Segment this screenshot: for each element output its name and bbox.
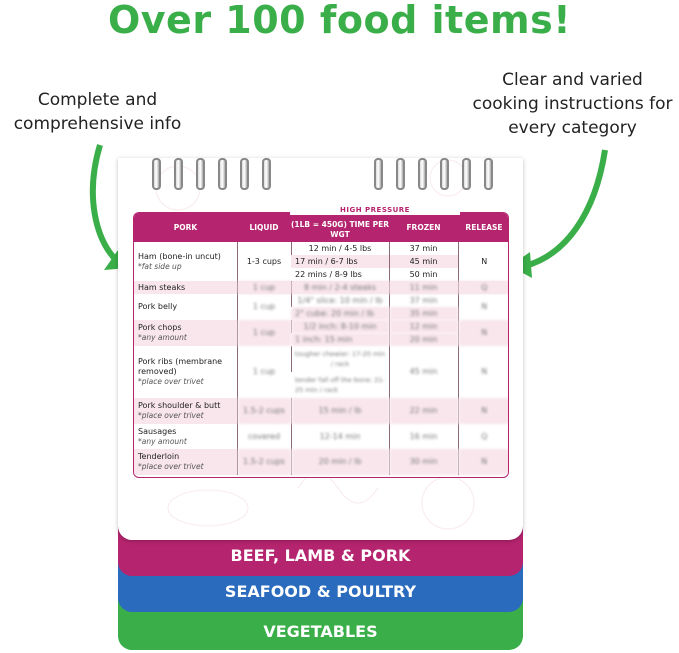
frozen: 11 min — [388, 281, 458, 294]
time: tougher chewier: 17-20 min / rack — [290, 346, 389, 372]
time: 8 min / 2-4 steaks — [290, 281, 389, 294]
liquid: 1.5-2 cups — [236, 398, 291, 424]
time: 1 inch: 15 min — [291, 333, 389, 346]
item-note: *place over trivet — [138, 411, 204, 420]
time: 15 min / lb — [290, 398, 389, 424]
item-name: Pork chops — [138, 323, 182, 332]
frozen: 16 min — [388, 424, 458, 449]
pork-cooking-table: PORK LIQUID (1LB = 450G) TIME PER WGT FR… — [133, 212, 509, 478]
liquid: 1 cup — [236, 320, 291, 346]
table-row: Pork chops *any amount 1 cup 1/2 inch: 8-… — [134, 320, 508, 346]
liquid: 1-3 cups — [236, 242, 291, 281]
item-note: *any amount — [138, 333, 187, 342]
table-row: Ham (bone-in uncut) *fat side up 1-3 cups… — [134, 242, 508, 281]
time: 20 min / lb — [290, 449, 389, 475]
frozen: 45 min — [388, 346, 458, 398]
time: tender fall off the bone: 21-25 min / ra… — [295, 376, 385, 394]
release: N — [457, 294, 508, 320]
header-frozen: FROZEN — [389, 213, 458, 242]
release: N — [457, 449, 508, 475]
item-name: Pork belly — [138, 302, 178, 311]
release: N — [457, 242, 508, 281]
header-time: (1LB = 450G) TIME PER WGT — [291, 213, 389, 242]
table-row: Tenderloin *place over trivet 1.5-2 cups … — [134, 449, 508, 475]
tab-label: BEEF, LAMB & PORK — [230, 546, 411, 565]
item-name: Pork ribs (membrane removed) — [138, 357, 223, 376]
item-note: *place over trivet — [138, 377, 204, 386]
liquid: 1 cup — [236, 281, 291, 294]
item-note: *any amount — [138, 436, 187, 446]
time: 1/2 inch: 8-10 min — [290, 320, 389, 333]
tab-label: SEAFOOD & POULTRY — [224, 582, 417, 601]
time: 17 min / 6-7 lbs — [291, 255, 389, 268]
table-header-row: PORK LIQUID (1LB = 450G) TIME PER WGT FR… — [134, 213, 508, 242]
liquid: covered — [236, 424, 291, 449]
frozen: 22 min — [388, 398, 458, 424]
frozen: 37 min — [388, 294, 458, 307]
item-name: Ham (bone-in uncut) — [138, 251, 221, 261]
frozen: 20 min — [388, 333, 458, 346]
left-callout: Complete and comprehensive info — [13, 90, 182, 134]
time: 1/4" slice: 10 min / lb — [290, 294, 389, 307]
left-arrow-icon — [89, 144, 121, 265]
table-row: Sausages *any amount covered 12-14 min 16… — [134, 424, 508, 449]
tab-label: VEGETABLES — [263, 622, 378, 641]
header-liquid: LIQUID — [237, 213, 291, 242]
frozen: 30 min — [388, 449, 458, 475]
release: Q — [457, 281, 508, 294]
right-callout: Clear and varied cooking instructions fo… — [472, 70, 673, 138]
release: Q — [457, 424, 508, 449]
frozen: 37 min — [388, 242, 458, 255]
item-name: Sausages — [138, 426, 177, 436]
release: N — [457, 320, 508, 346]
item-note: *fat side up — [138, 261, 182, 271]
table-row: Pork ribs (membrane removed) *place over … — [134, 346, 508, 398]
time: 22 mins / 8-9 lbs — [295, 269, 362, 279]
frozen: 45 min — [388, 255, 458, 268]
time: 12 min / 4-5 lbs — [290, 242, 389, 255]
item-name: Ham steaks — [134, 281, 237, 294]
time: 12-14 min — [290, 424, 389, 449]
frozen: 50 min — [388, 268, 458, 281]
high-pressure-label: HIGH PRESSURE — [290, 206, 460, 215]
right-arrow-icon — [524, 149, 608, 269]
table-row: Pork belly 1 cup 1/4" slice: 10 min / lb… — [134, 294, 508, 320]
time: 2" cube: 20 min / lb — [291, 307, 389, 320]
header-pork: PORK — [134, 213, 237, 242]
item-note: *place over trivet — [138, 462, 204, 471]
headline: Over 100 food items! — [107, 0, 572, 42]
liquid: 1 cup — [236, 346, 291, 398]
item-name: Pork shoulder & butt — [138, 401, 221, 410]
frozen: 35 min — [388, 307, 458, 320]
table-row: Ham steaks 1 cup 8 min / 2-4 steaks 11 m… — [134, 281, 508, 294]
header-release: RELEASE — [458, 213, 508, 242]
table-row: Pork shoulder & butt *place over trivet 1… — [134, 398, 508, 424]
release: N — [457, 346, 508, 398]
item-name: Tenderloin — [138, 452, 180, 461]
release: N — [457, 398, 508, 424]
liquid: 1.5-2 cups — [236, 449, 291, 475]
liquid: 1 cup — [236, 294, 291, 320]
frozen: 12 min — [388, 320, 458, 333]
